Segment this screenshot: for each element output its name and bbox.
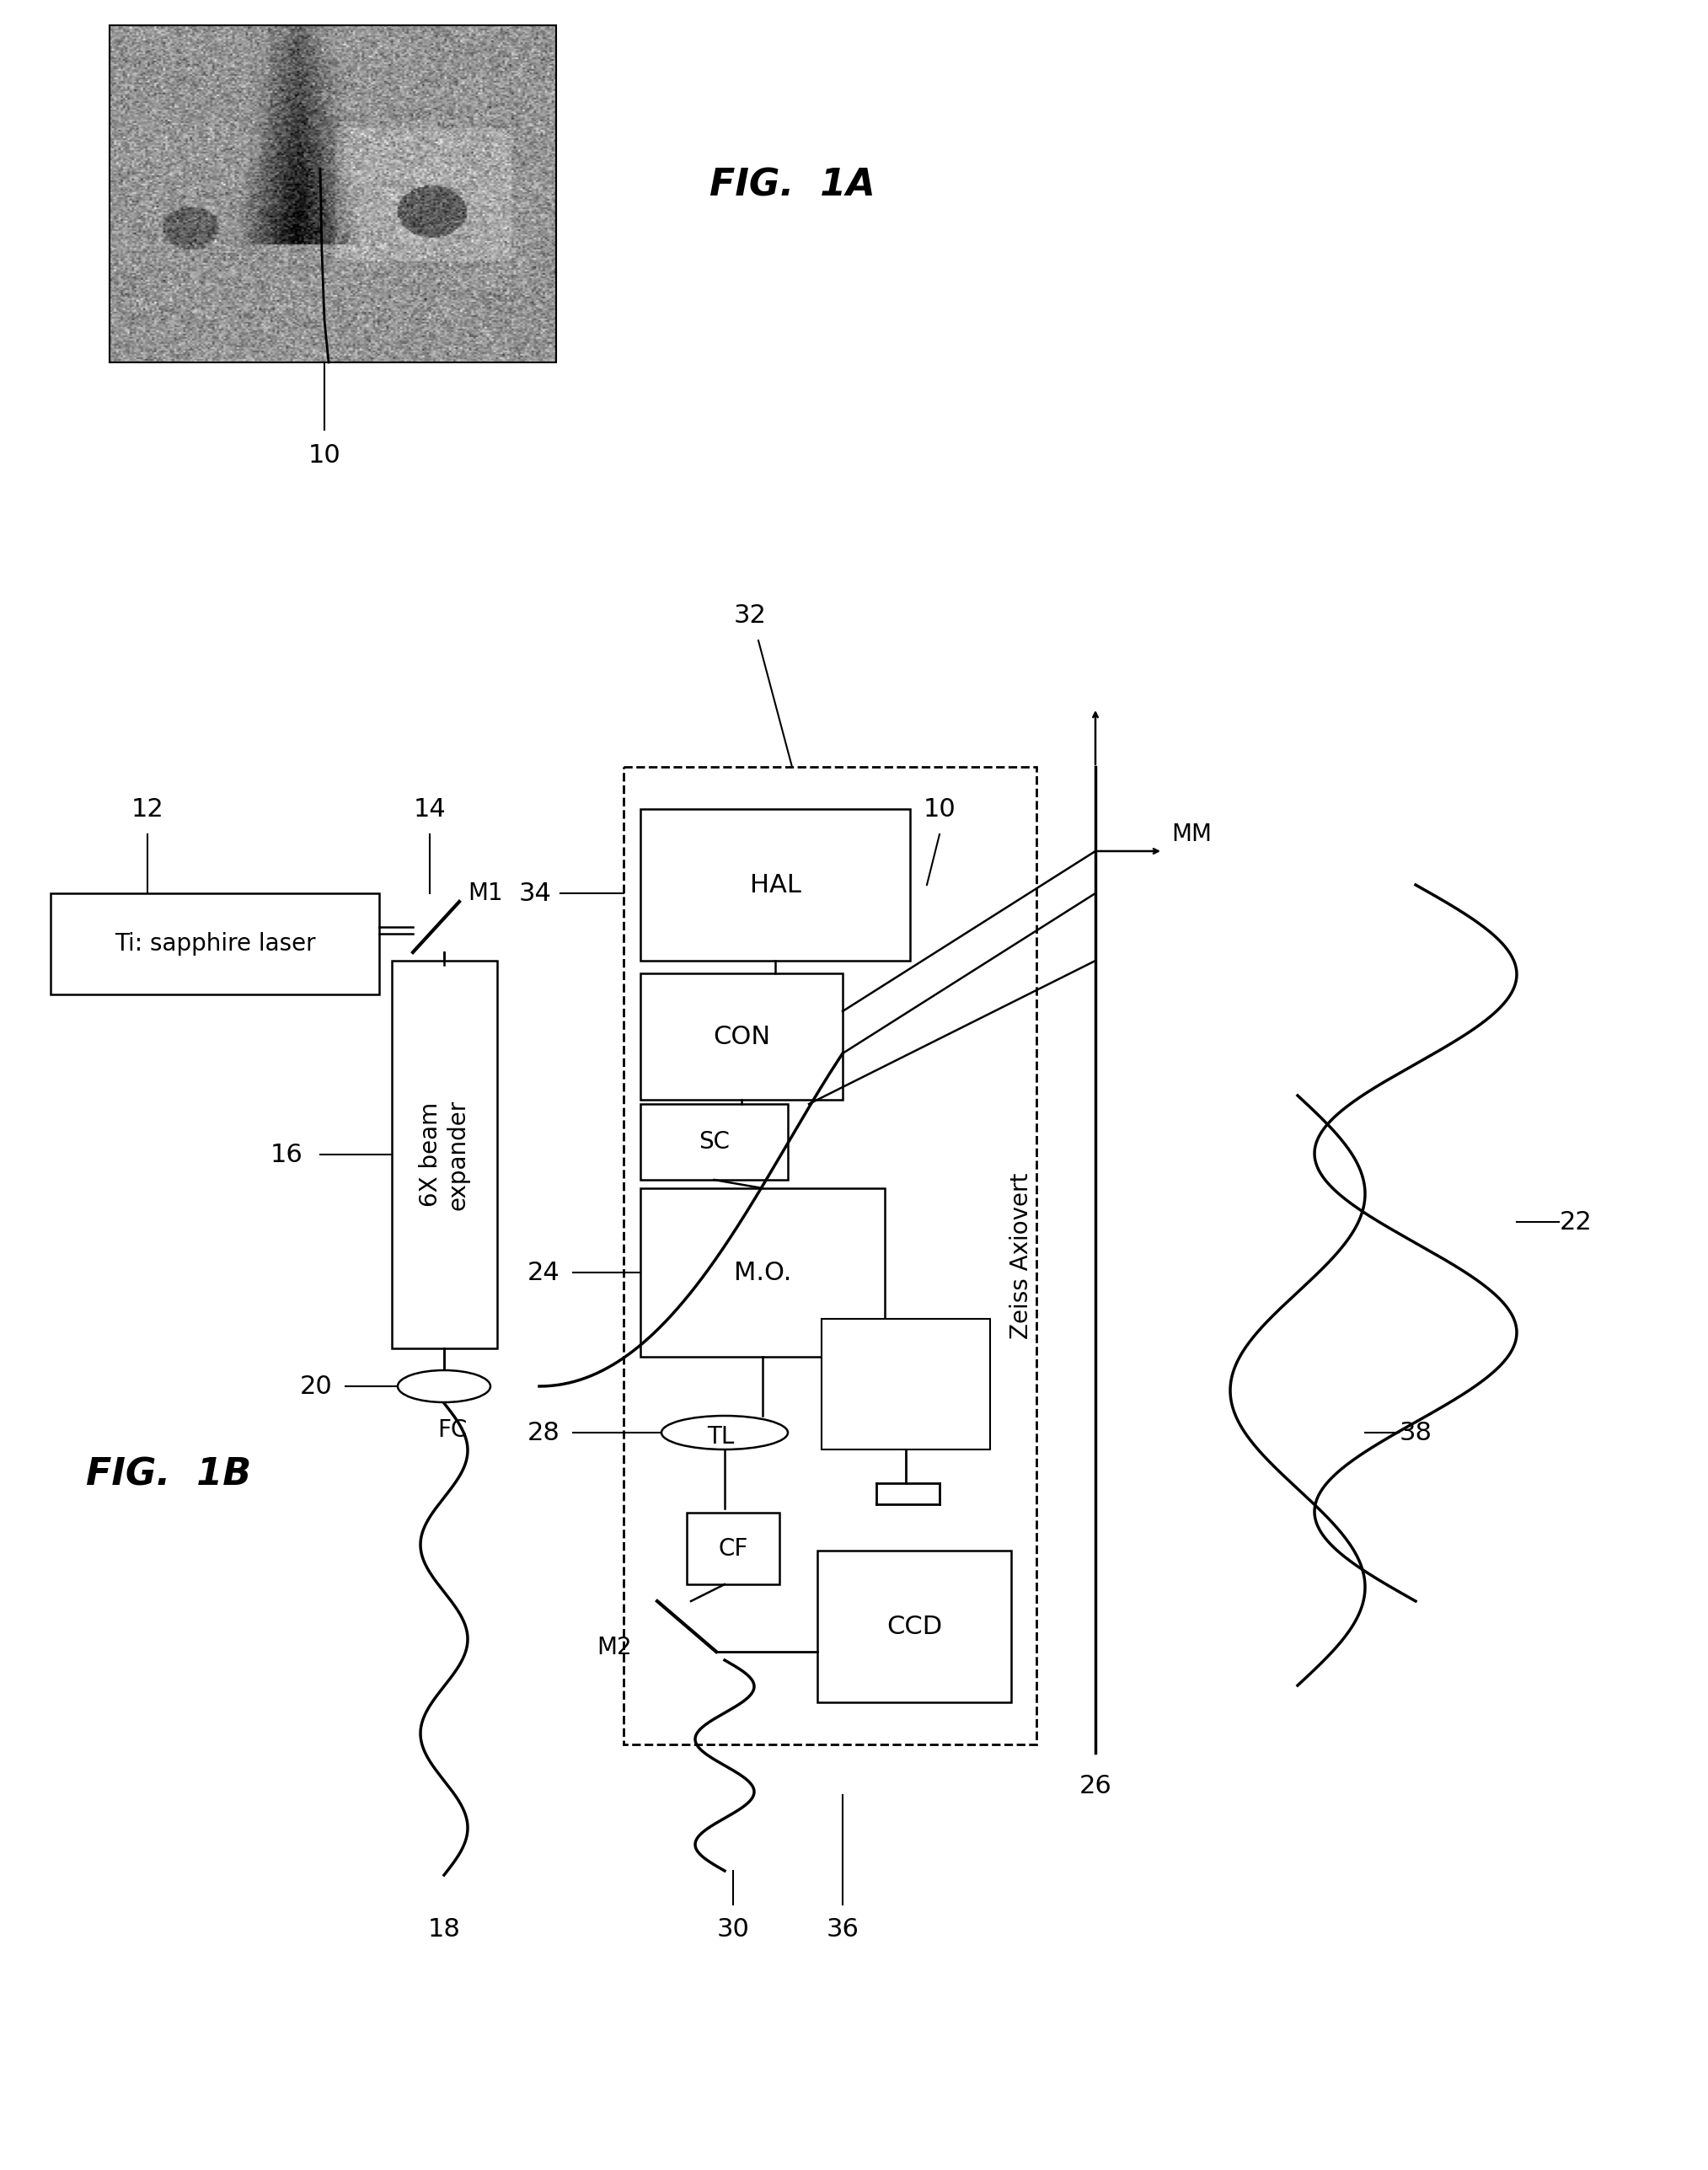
Text: 34: 34 [519, 881, 552, 905]
Text: HAL: HAL [750, 872, 801, 896]
Text: 32: 32 [733, 603, 767, 627]
Text: 10: 10 [307, 443, 340, 467]
Text: 18: 18 [427, 1918, 461, 1942]
Text: CCD: CCD [886, 1614, 943, 1638]
Text: Ti: sapphire laser: Ti: sapphire laser [114, 933, 316, 955]
Ellipse shape [398, 1369, 490, 1402]
Text: MM: MM [1172, 822, 1211, 846]
Bar [640, 974, 842, 1100]
Text: 16: 16 [270, 1141, 302, 1167]
Text: 22: 22 [1559, 1209, 1592, 1235]
Bar [623, 766, 1037, 1745]
Text: 14: 14 [413, 796, 446, 820]
Bar [51, 894, 379, 994]
Text: 38: 38 [1399, 1421, 1431, 1445]
Text: SC: SC [699, 1131, 729, 1154]
Bar [822, 1319, 991, 1450]
Bar [640, 809, 910, 961]
Text: Zeiss Axiovert: Zeiss Axiovert [1009, 1172, 1033, 1339]
Text: 12: 12 [132, 796, 164, 820]
Text: 30: 30 [717, 1918, 750, 1942]
Text: 26: 26 [1079, 1775, 1112, 1799]
Text: 10: 10 [924, 796, 956, 820]
Text: CON: CON [712, 1024, 770, 1048]
Text: TL: TL [707, 1426, 734, 1450]
Text: 28: 28 [528, 1421, 560, 1445]
Ellipse shape [661, 1415, 787, 1450]
Text: 24: 24 [528, 1261, 560, 1285]
Bar [391, 961, 497, 1348]
Bar [640, 1189, 885, 1356]
Text: M1: M1 [468, 881, 502, 905]
Text: 36: 36 [827, 1918, 859, 1942]
Text: M2: M2 [596, 1636, 632, 1660]
Bar [640, 1105, 787, 1180]
Text: M.O.: M.O. [734, 1261, 791, 1285]
Bar [687, 1512, 779, 1584]
Text: FC: FC [437, 1419, 468, 1441]
Text: 20: 20 [299, 1374, 333, 1397]
Text: CF: CF [717, 1536, 748, 1560]
Text: FIG.  1A: FIG. 1A [709, 167, 874, 204]
Text: 6X beam
expander: 6X beam expander [418, 1100, 470, 1211]
Text: FIG.  1B: FIG. 1B [85, 1456, 251, 1493]
Bar [109, 26, 557, 362]
Bar [818, 1552, 1011, 1701]
